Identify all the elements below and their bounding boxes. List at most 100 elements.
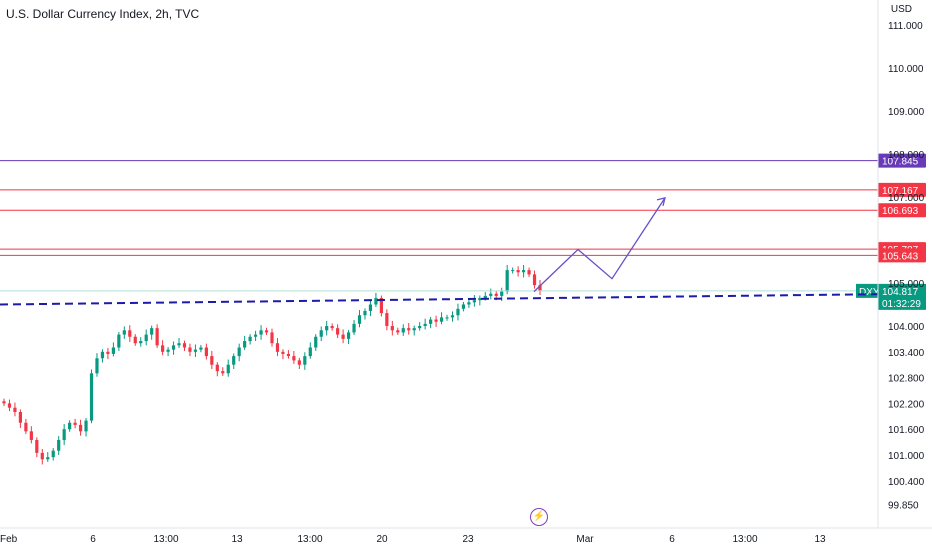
candle-body	[478, 298, 482, 301]
price-tick-label: 110.000	[888, 64, 924, 75]
candle-body	[385, 313, 389, 326]
candle-body	[106, 351, 110, 354]
candle-body	[286, 353, 291, 357]
candle-body	[527, 270, 531, 275]
time-tick-label: 13:00	[297, 534, 322, 545]
price-tick-label: 102.800	[888, 374, 925, 385]
lightning-icon[interactable]: ⚡	[530, 508, 548, 526]
candle-body	[401, 328, 405, 333]
candle-body	[144, 334, 148, 342]
candle-body	[35, 439, 39, 453]
candle-body	[483, 295, 487, 299]
candle-body	[352, 323, 356, 333]
candle-body	[363, 310, 367, 316]
candle-body	[171, 345, 176, 350]
candle-body	[461, 304, 466, 309]
price-tick-label: 103.400	[888, 348, 925, 359]
candle-body	[418, 326, 422, 329]
candle-body	[253, 334, 258, 337]
candle-body	[319, 330, 323, 337]
candle-body	[374, 298, 378, 305]
time-tick-label: 20	[376, 534, 388, 545]
candle-body	[450, 315, 455, 318]
candle-body	[117, 334, 121, 348]
candle-body	[199, 347, 203, 350]
candle-body	[325, 326, 329, 331]
candle-body	[122, 330, 126, 335]
price-axis[interactable]: 111.000 110.000 109.000 108.000 107.000 105.0…	[877, 0, 925, 528]
candle-body	[390, 326, 394, 331]
time-tick-label: 13	[231, 534, 243, 545]
candle-body	[100, 351, 105, 359]
candle-body	[467, 302, 471, 305]
candle-body	[84, 420, 88, 432]
price-tick-label: 101.600	[888, 425, 925, 436]
price-tick-label: 108.000	[888, 150, 925, 161]
symbol-tag-label: DXY	[859, 287, 880, 298]
support-trendline	[0, 293, 879, 306]
horizontal-levels: 107.845107.167106.693105.787105.643DXY10…	[0, 153, 926, 310]
candle-body	[270, 332, 274, 344]
candle-body	[7, 403, 12, 408]
candle-body	[166, 349, 170, 352]
candle-body	[407, 328, 411, 331]
candle-body	[193, 349, 198, 352]
candle-body	[155, 328, 159, 346]
candle-body	[516, 270, 520, 273]
candle-body	[133, 336, 137, 344]
candle-body	[357, 315, 362, 324]
candle-body	[248, 336, 252, 342]
candle-body	[177, 343, 181, 346]
price-tick-label: 105.000	[888, 279, 925, 290]
time-axis[interactable]: Feb 6 13:00 13 13:00 20 23 Mar 6 13:00 13	[0, 527, 932, 545]
candle-body	[297, 360, 301, 365]
candle-body	[24, 422, 28, 432]
candle-body	[128, 330, 132, 337]
candle-body	[40, 452, 44, 460]
candle-body	[95, 358, 99, 374]
trend-annotations	[0, 196, 879, 306]
price-tick-label: 99.850	[888, 500, 919, 511]
candle-body	[215, 364, 219, 372]
candle-body	[78, 424, 83, 432]
candle-body	[2, 401, 6, 404]
candle-body	[346, 332, 351, 339]
time-tick-label: 13	[814, 534, 826, 545]
candle-body	[472, 300, 476, 303]
candle-body	[308, 347, 312, 357]
price-level-value: 106.693	[882, 206, 919, 217]
price-level-value: 107.845	[882, 157, 919, 168]
candle-body	[13, 407, 17, 412]
countdown-timer: 01:32:29	[882, 299, 921, 310]
time-tick-label: 13:00	[153, 534, 178, 545]
candle-body	[489, 293, 493, 296]
price-tick-label: 102.200	[888, 399, 925, 410]
candle-body	[538, 285, 542, 291]
candle-body	[396, 330, 400, 333]
candle-body	[73, 422, 77, 425]
candle-body	[139, 341, 143, 344]
candle-body	[521, 270, 526, 273]
projection-arrowhead	[656, 196, 666, 207]
candle-body	[259, 330, 263, 335]
candle-body	[434, 319, 438, 322]
price-level-value: 107.167	[882, 186, 919, 197]
time-tick-label: 6	[90, 534, 96, 545]
projection-path	[533, 197, 666, 293]
price-tick-label: 100.400	[888, 477, 925, 488]
candle-body	[292, 356, 296, 361]
candle-body	[46, 457, 50, 460]
candle-body	[68, 422, 72, 430]
current-price-tag	[878, 283, 926, 310]
candle-body	[336, 328, 340, 335]
candle-body	[412, 328, 416, 331]
price-level-tag	[878, 182, 926, 197]
current-price-value: 104.817	[882, 287, 919, 298]
candle-body	[275, 343, 280, 352]
price-level-value: 105.643	[882, 251, 919, 262]
candle-body	[330, 326, 334, 329]
candle-body	[314, 336, 318, 348]
candle-body	[204, 347, 208, 357]
candle-body	[368, 304, 373, 311]
